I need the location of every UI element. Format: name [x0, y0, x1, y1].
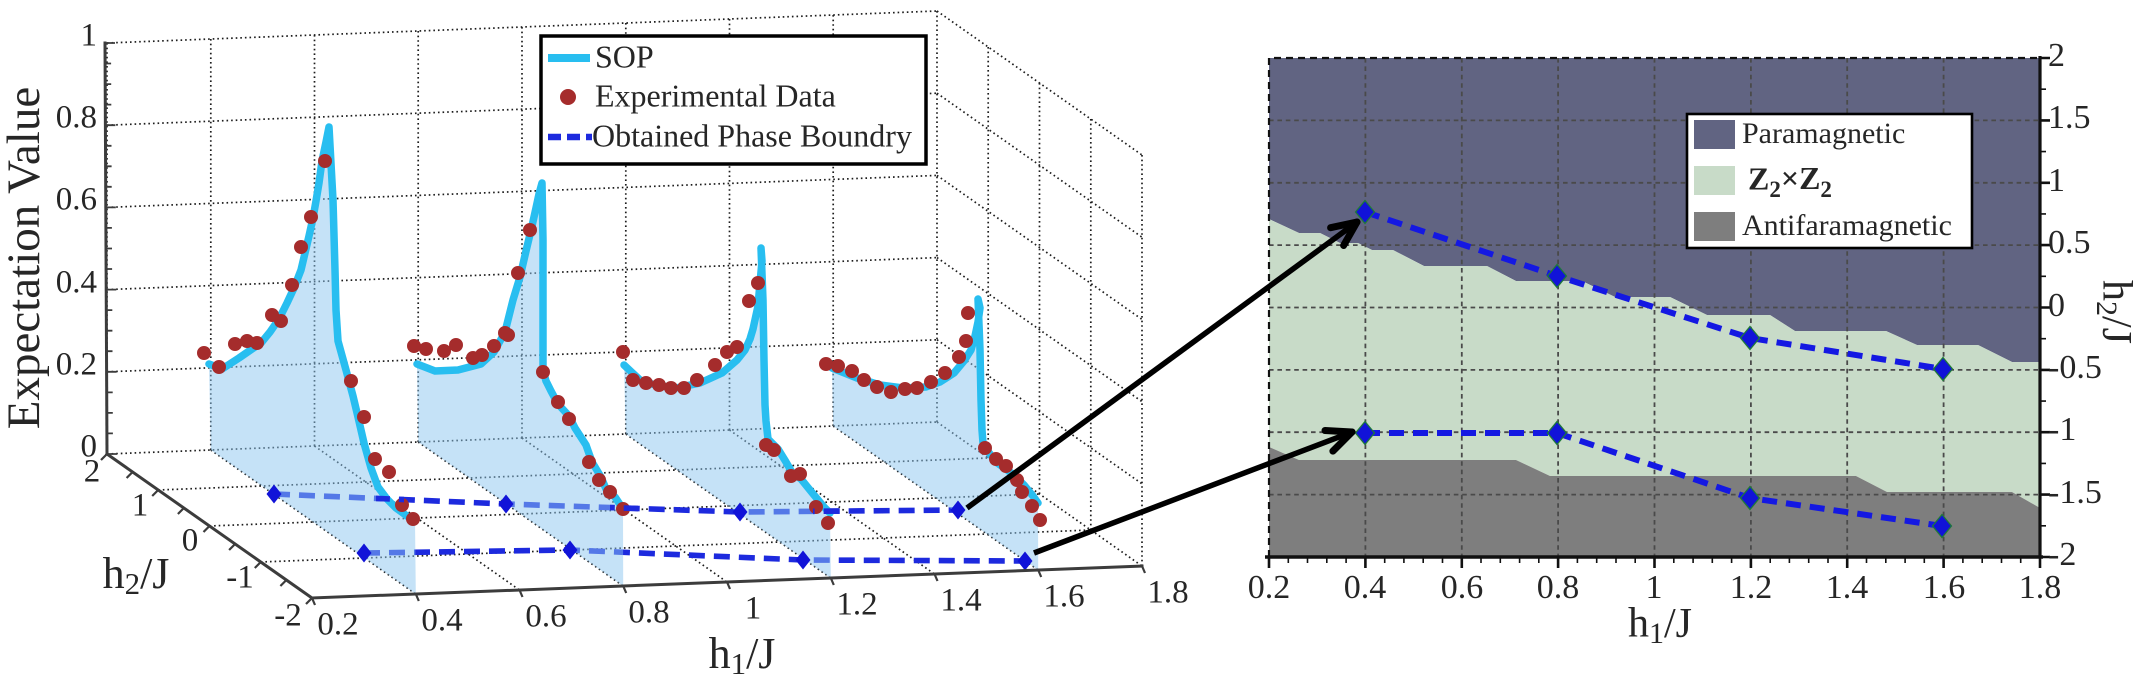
- svg-text:0.4: 0.4: [56, 265, 97, 301]
- svg-text:h2/J: h2/J: [2090, 280, 2139, 344]
- svg-text:1.2: 1.2: [1730, 569, 1773, 606]
- svg-text:1.6: 1.6: [1923, 569, 1966, 606]
- svg-text:1.8: 1.8: [2019, 569, 2062, 606]
- svg-text:Antifaramagnetic: Antifaramagnetic: [1742, 209, 1952, 242]
- svg-text:Obtained Phase Boundry: Obtained Phase Boundry: [592, 117, 912, 153]
- svg-text:Expectation Value: Expectation Value: [0, 87, 50, 429]
- svg-text:0: 0: [2048, 287, 2065, 324]
- svg-text:Paramagnetic: Paramagnetic: [1742, 117, 1905, 150]
- svg-text:1: 1: [1646, 569, 1663, 606]
- svg-text:1: 1: [2048, 162, 2065, 199]
- svg-text:0: 0: [182, 523, 199, 559]
- svg-text:SOP: SOP: [595, 38, 654, 74]
- svg-text:0.8: 0.8: [628, 595, 669, 631]
- svg-text:0.5: 0.5: [2048, 224, 2091, 261]
- svg-text:1.6: 1.6: [1043, 579, 1084, 615]
- svg-text:0.8: 0.8: [1537, 569, 1580, 606]
- svg-text:0: 0: [81, 429, 98, 465]
- svg-text:h1/J: h1/J: [1628, 601, 1692, 650]
- svg-text:0.2: 0.2: [56, 347, 97, 383]
- svg-text:1.5: 1.5: [2048, 99, 2091, 136]
- svg-text:1: 1: [81, 18, 98, 54]
- svg-text:1: 1: [745, 591, 762, 627]
- svg-text:0.4: 0.4: [421, 603, 462, 639]
- svg-text:-0.5: -0.5: [2048, 349, 2102, 386]
- svg-text:0.6: 0.6: [1441, 569, 1484, 606]
- svg-text:Z2×Z2: Z2×Z2: [1748, 160, 1832, 202]
- svg-text:0.2: 0.2: [317, 607, 358, 643]
- svg-text:0.6: 0.6: [56, 182, 97, 218]
- svg-text:0.6: 0.6: [525, 599, 566, 635]
- svg-text:1.4: 1.4: [940, 583, 981, 619]
- svg-text:-2: -2: [2048, 536, 2076, 573]
- svg-text:-2: -2: [274, 598, 302, 634]
- svg-text:1.2: 1.2: [836, 587, 877, 623]
- svg-text:Experimental Data: Experimental Data: [595, 77, 836, 113]
- svg-text:-1.5: -1.5: [2048, 474, 2102, 511]
- svg-text:0.4: 0.4: [1344, 569, 1387, 606]
- svg-text:2: 2: [2048, 37, 2065, 74]
- svg-text:1.4: 1.4: [1826, 569, 1869, 606]
- svg-text:0.8: 0.8: [56, 100, 97, 136]
- svg-text:1: 1: [132, 488, 149, 524]
- svg-text:1.8: 1.8: [1147, 575, 1188, 611]
- svg-text:0.2: 0.2: [1248, 569, 1291, 606]
- svg-text:2: 2: [84, 454, 101, 490]
- svg-text:-1: -1: [226, 560, 254, 596]
- svg-text:-1: -1: [2048, 411, 2076, 448]
